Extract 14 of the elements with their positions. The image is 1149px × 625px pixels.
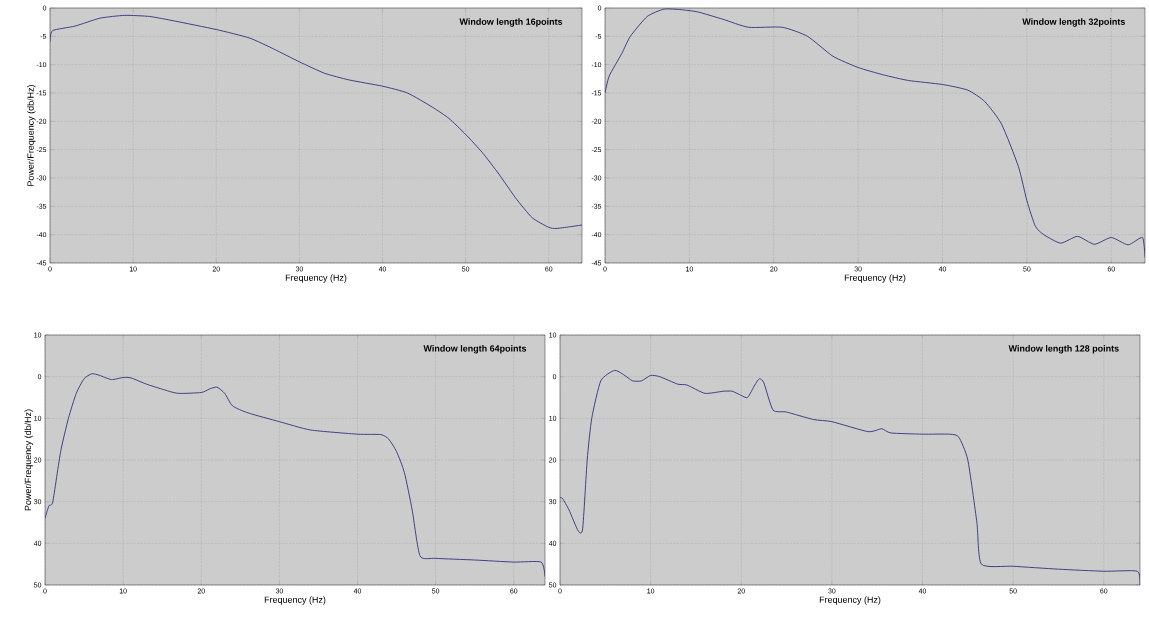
text: Window length 32points (1022, 18, 1125, 27)
y-axis-title: Power/Frequency (db/Hz) (24, 409, 33, 511)
y-axis-title: Power/Frequency (db/Hz) (27, 84, 36, 186)
text: Window length 64points (423, 345, 527, 354)
text: Window length 128 points (1008, 345, 1119, 354)
x-axis-title: Frequency (Hz) (844, 274, 906, 283)
line-series (45, 373, 546, 578)
x-axis-title: Frequency (Hz) (285, 274, 347, 283)
line-series (605, 8, 1146, 258)
x-axis-title: Frequency (Hz) (819, 596, 881, 605)
text: Window length 16points (459, 18, 563, 27)
x-axis-title: Frequency (Hz) (264, 596, 326, 605)
line-series (50, 14, 583, 229)
line-series (560, 369, 1141, 585)
